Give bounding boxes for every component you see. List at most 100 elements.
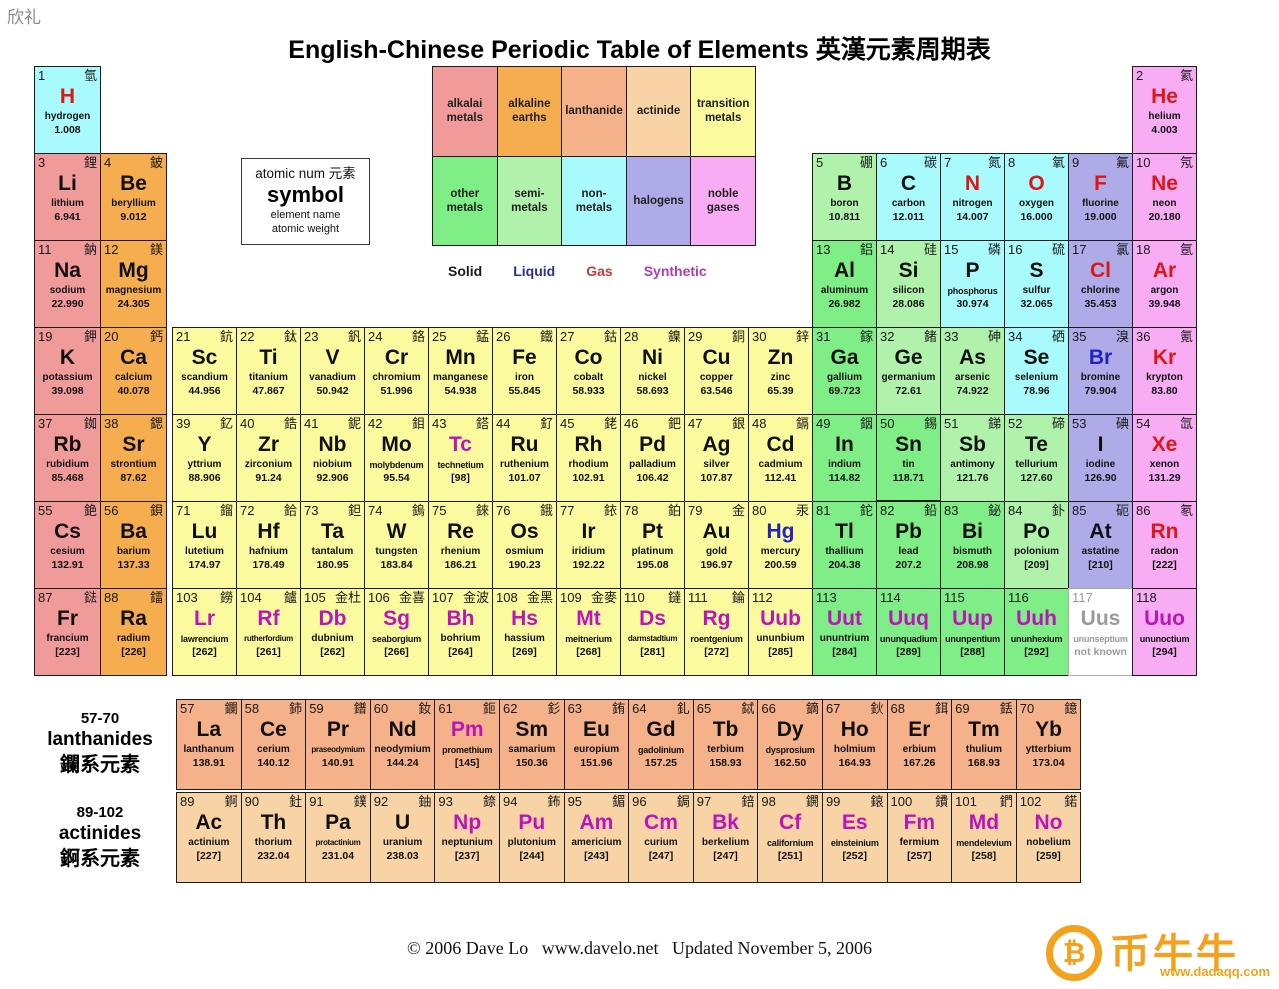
- element-name: carbon: [891, 198, 926, 209]
- element-cell-mo: 42 鉬 Mo molybdenum 95.54: [364, 414, 429, 502]
- atomic-weight: 102.91: [572, 472, 605, 484]
- element-symbol: Tb: [712, 718, 739, 741]
- element-name: ununhexium: [1010, 634, 1063, 644]
- atomic-number: 70: [1019, 701, 1035, 716]
- element-name: thorium: [254, 837, 292, 848]
- atomic-weight: 118.71: [892, 472, 925, 484]
- element-symbol: Rb: [53, 433, 82, 456]
- element-symbol: Sn: [895, 433, 922, 456]
- element-symbol: Te: [1025, 433, 1048, 456]
- element-name: chromium: [372, 372, 421, 383]
- atomic-weight: [266]: [384, 646, 409, 658]
- element-name: protactinium: [315, 838, 361, 847]
- element-symbol: La: [196, 718, 222, 741]
- element-symbol: Mo: [381, 433, 412, 456]
- element-name: neon: [1152, 198, 1177, 209]
- element-cell-re: 75 錸 Re rhenium 186.21: [428, 501, 493, 589]
- atomic-number: 47: [688, 416, 703, 431]
- element-cell-db: 105 金杜 Db dubnium [262]: [300, 588, 365, 676]
- element-symbol: Sb: [959, 433, 986, 456]
- atomic-number: 84: [1008, 503, 1023, 518]
- atomic-number: 62: [502, 701, 518, 716]
- chinese-name: 釷: [289, 794, 303, 809]
- atomic-number: 35: [1072, 329, 1087, 344]
- element-symbol: Am: [579, 811, 614, 834]
- element-cell-bh: 107 金波 Bh bohrium [264]: [428, 588, 493, 676]
- chinese-name: 氫: [83, 68, 97, 83]
- atomic-number: 23: [304, 329, 319, 344]
- element-cell-rh: 45 銠 Rh rhodium 102.91: [556, 414, 621, 502]
- element-name: iridium: [571, 546, 606, 557]
- atomic-weight: 137.33: [117, 559, 150, 571]
- element-name: sodium: [49, 285, 86, 296]
- chinese-name: 釙: [1051, 503, 1065, 518]
- atomic-number: 19: [38, 329, 53, 344]
- chinese-name: 鈀: [667, 416, 681, 431]
- element-cell-sb: 51 銻 Sb antimony 121.76: [940, 414, 1005, 502]
- element-symbol: Ru: [510, 433, 539, 456]
- element-cell-lr: 103 鐒 Lr lawrencium [262]: [172, 588, 237, 676]
- atomic-weight: [243]: [584, 850, 609, 862]
- chinese-name: 鋦: [676, 794, 690, 809]
- atomic-number: 56: [104, 503, 119, 518]
- element-symbol: No: [1034, 811, 1063, 834]
- chinese-name: 金杜: [334, 590, 361, 605]
- key-atomic-weight-label: atomic weight: [271, 223, 340, 235]
- atomic-number: 8: [1008, 155, 1016, 170]
- chinese-name: 釩: [347, 329, 361, 344]
- atomic-number: 22: [240, 329, 255, 344]
- element-cell-bk: 97 錇 Bk berkelium [247]: [692, 792, 759, 883]
- atomic-number: 74: [368, 503, 383, 518]
- element-symbol: Hs: [511, 607, 538, 630]
- atomic-number: 109: [560, 590, 582, 605]
- element-cell-no: 102 鍩 No nobelium [259]: [1015, 792, 1082, 883]
- atomic-weight: 192.22: [572, 559, 605, 571]
- atomic-weight: 232.04: [257, 850, 290, 862]
- actinides-name: actinides: [58, 823, 142, 844]
- atomic-weight: 126.90: [1084, 472, 1117, 484]
- atomic-number: 118: [1136, 590, 1157, 605]
- element-symbol: Eu: [582, 718, 610, 741]
- element-cell-au: 79 金 Au gold 196.97: [684, 501, 749, 589]
- atomic-weight: 167.26: [903, 757, 936, 769]
- chinese-name: 鈥: [870, 701, 884, 716]
- chinese-name: 鐳: [149, 590, 163, 605]
- element-name: iodine: [1085, 459, 1116, 470]
- atomic-number: 106: [368, 590, 390, 605]
- element-symbol: Se: [1023, 346, 1050, 369]
- lanthanides-grid: 57 鑭 La lanthanum 138.91 58 鈰 Ce cerium 140.12 59 鐠…: [176, 699, 1082, 790]
- atomic-number: 86: [1136, 503, 1151, 518]
- atomic-weight: 58.693: [636, 385, 669, 397]
- legend-cell-semi: semi- metals: [496, 155, 563, 246]
- chinese-name: 鎳: [667, 329, 681, 344]
- atomic-number: 90: [244, 794, 260, 809]
- element-symbol: Tm: [968, 718, 1000, 741]
- atomic-weight: 178.49: [252, 559, 285, 571]
- chinese-name: 鎘: [795, 416, 809, 431]
- atomic-weight: [209]: [1024, 559, 1049, 571]
- element-name: copper: [699, 372, 734, 383]
- chinese-name: 金麥: [590, 590, 617, 605]
- chinese-name: 氙: [1179, 416, 1193, 431]
- element-name: berkelium: [701, 837, 750, 848]
- element-symbol: Cr: [384, 346, 409, 369]
- chinese-name: 釔: [219, 416, 233, 431]
- element-name: hassium: [504, 633, 545, 644]
- atomic-weight: 231.04: [321, 850, 355, 862]
- atomic-number: 53: [1072, 416, 1087, 431]
- atomic-number: 33: [944, 329, 959, 344]
- atomic-number: 76: [496, 503, 511, 518]
- atomic-number: 116: [1008, 590, 1029, 605]
- element-name: nobelium: [1026, 837, 1071, 848]
- actinides-label: 89-102 actinides 錒系元素: [25, 803, 175, 872]
- element-symbol: Xe: [1151, 433, 1178, 456]
- element-symbol: Uus: [1080, 607, 1121, 630]
- atomic-weight: [262]: [192, 646, 217, 658]
- atomic-number: 25: [432, 329, 447, 344]
- chinese-name: 鋰: [83, 155, 97, 170]
- element-name: gadolinium: [637, 745, 684, 755]
- chinese-name: 砷: [987, 329, 1001, 344]
- element-cell-be: 4 鈹 Be beryllium 9.012: [100, 153, 167, 241]
- copyright-footer: © 2006 Dave Lo www.davelo.net Updated No…: [407, 938, 872, 958]
- legend-cell-nonmetal: non- metals: [561, 155, 627, 246]
